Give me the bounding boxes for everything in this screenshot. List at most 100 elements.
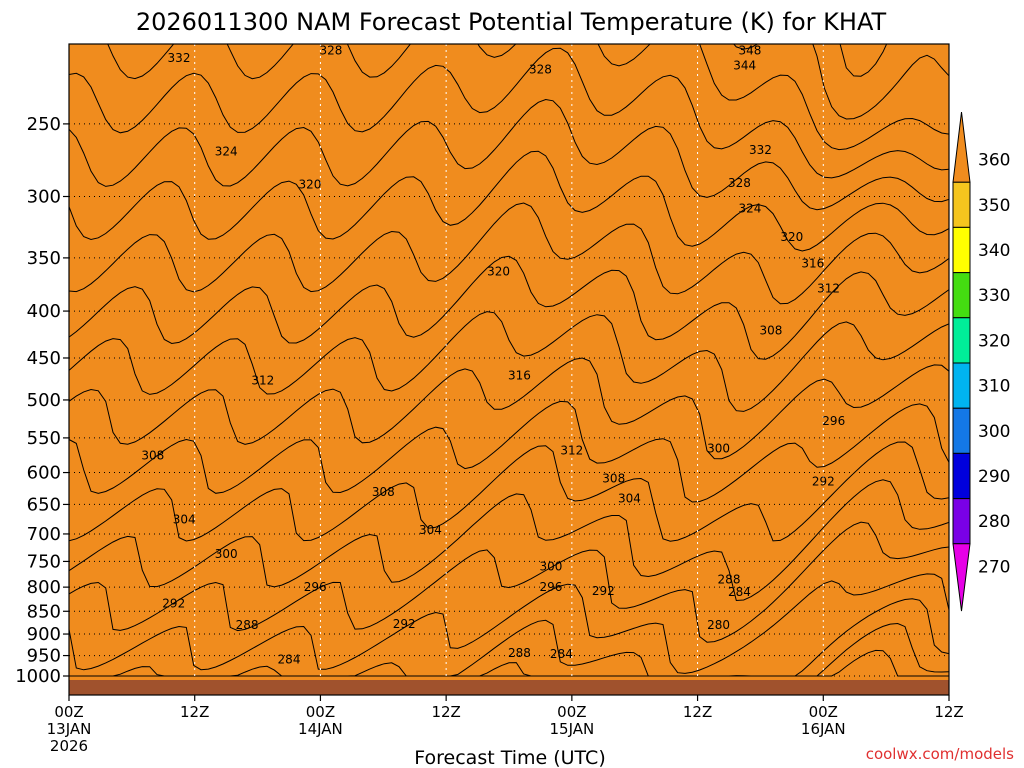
- y-tick-label: 300: [27, 187, 61, 208]
- contour-label: 284: [278, 653, 301, 667]
- x-tick-label: 12Z: [683, 703, 712, 721]
- y-tick-label: 600: [27, 463, 61, 484]
- colorbar-segment: [952, 543, 971, 612]
- contour-284: [69, 573, 949, 674]
- y-tick-label: 250: [27, 114, 61, 135]
- y-tick-label: 700: [27, 524, 61, 545]
- colorbar-segment: [952, 111, 971, 183]
- contour-label: 332: [749, 143, 772, 157]
- colorbar-tick-label: 300: [978, 422, 1010, 442]
- colorbar-tick-label: 280: [978, 512, 1010, 532]
- colorbar-segment: [952, 498, 971, 545]
- colorbar: 360 350 340 330 320 310 300 290 280 270: [952, 111, 1010, 612]
- contour-label: 320: [487, 264, 510, 278]
- contour-label: 280: [707, 618, 730, 632]
- color-bands: [69, 44, 949, 695]
- contour-300: [69, 400, 949, 503]
- contour-296: [69, 441, 949, 542]
- x-tick-label: 12Z: [934, 703, 963, 721]
- x-tick-label: 12Z: [180, 703, 209, 721]
- chart-title: 2026011300 NAM Forecast Potential Temper…: [136, 8, 887, 36]
- contour-label: 316: [508, 368, 531, 382]
- y-tick-label: 800: [27, 577, 61, 598]
- contour-label: 284: [728, 585, 751, 599]
- contour-label: 308: [141, 449, 164, 463]
- contour-332: [107, 44, 949, 151]
- color-band-360: [69, 44, 949, 695]
- contour-label: 300: [539, 560, 562, 574]
- contour-label: 292: [812, 475, 835, 489]
- contour-label: 332: [168, 51, 191, 65]
- colorbar-segment: [952, 452, 971, 500]
- x-tick-label: 2026: [50, 737, 88, 755]
- contour-label: 316: [801, 257, 824, 271]
- y-tick-label: 850: [27, 601, 61, 622]
- contour-label: 328: [529, 62, 552, 76]
- contour-lines: [69, 44, 949, 677]
- colorbar-tick-label: 320: [978, 331, 1010, 351]
- contour-label: 324: [738, 201, 761, 215]
- colorbar-tick-label: 350: [978, 196, 1010, 216]
- contour-label: 296: [822, 414, 845, 428]
- x-tick-label: 00Z: [809, 703, 838, 721]
- colorbar-tick-label: 330: [978, 286, 1010, 306]
- colorbar-tick-label: 270: [978, 557, 1010, 577]
- contour-label: 288: [236, 618, 259, 632]
- colorbar-segment: [952, 272, 971, 319]
- x-tick-label: 14JAN: [298, 720, 343, 738]
- contour-label: 288: [508, 646, 531, 660]
- x-tick-label: 13JAN: [47, 720, 92, 738]
- colorbar-segment: [952, 226, 971, 274]
- contour-308: [69, 311, 949, 412]
- contour-label: 304: [618, 491, 641, 505]
- contour-label: 328: [728, 176, 751, 190]
- colorbar-segment: [952, 181, 971, 228]
- contour-label: 312: [817, 282, 840, 296]
- contour-label: 348: [738, 44, 761, 58]
- contour-label: 292: [393, 617, 416, 631]
- contour-label: 312: [251, 373, 274, 387]
- x-axis-label: Forecast Time (UTC): [414, 747, 605, 768]
- contour-label: 308: [372, 485, 395, 499]
- contour-label: 312: [560, 444, 583, 458]
- y-tick-label: 1000: [15, 666, 61, 687]
- x-tick-label: 00Z: [306, 703, 335, 721]
- colorbar-segment: [952, 407, 971, 454]
- contour-292: [69, 479, 949, 602]
- colorbar-segment: [952, 362, 971, 409]
- contour-label: 328: [319, 44, 342, 58]
- y-tick-label: 450: [27, 348, 61, 369]
- contour-280: [69, 598, 949, 677]
- colorbar-tick-label: 310: [978, 377, 1010, 397]
- y-tick-label: 900: [27, 624, 61, 645]
- contour-label: 304: [419, 523, 442, 537]
- x-tick-label: 00Z: [557, 703, 586, 721]
- contour-label: 344: [733, 59, 756, 73]
- colorbar-tick-label: 340: [978, 241, 1010, 261]
- contour-label: 296: [304, 580, 327, 594]
- contour-label: 320: [780, 230, 803, 244]
- contour-label: 296: [539, 580, 562, 594]
- plot-frame: [68, 43, 950, 696]
- contour-label: 300: [707, 442, 730, 456]
- contour-label: 308: [602, 471, 625, 485]
- contour-label: 292: [162, 597, 185, 611]
- colorbar-tick-label: 290: [978, 467, 1010, 487]
- y-tick-label: 950: [27, 646, 61, 667]
- colorbar-tick-label: 360: [978, 151, 1010, 171]
- x-tick-label: 15JAN: [549, 720, 594, 738]
- x-tick-label: 16JAN: [801, 720, 846, 738]
- contour-label: 300: [215, 547, 238, 561]
- contour-label: 288: [718, 573, 741, 587]
- x-tick-label: 00Z: [54, 703, 83, 721]
- grid-lines: [69, 44, 949, 695]
- contour-label: 304: [173, 512, 196, 526]
- y-tick-label: 350: [27, 248, 61, 269]
- contour-label: 308: [759, 324, 782, 338]
- y-tick-label: 400: [27, 301, 61, 322]
- x-tick-label: 12Z: [431, 703, 460, 721]
- contour-304: [69, 357, 949, 460]
